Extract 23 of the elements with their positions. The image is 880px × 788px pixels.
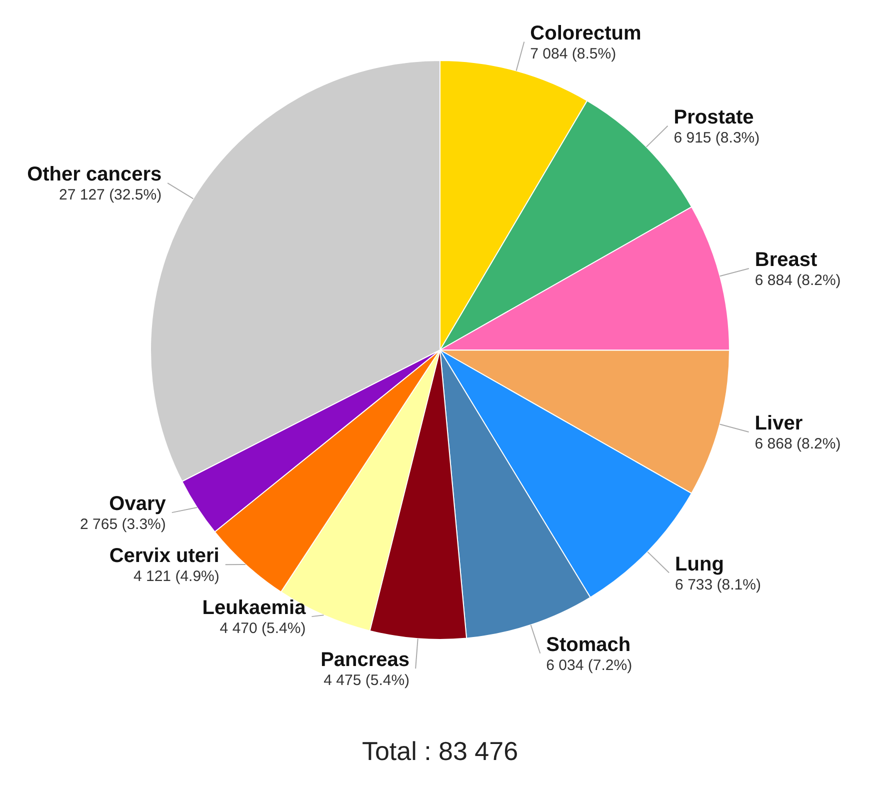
slice-label: Stomach xyxy=(546,634,631,656)
data-label: 6 733 (8.1%) xyxy=(675,576,761,594)
text: Total : 83 476 xyxy=(360,736,520,767)
data-label: 4 470 (5.4%) xyxy=(220,620,306,638)
slice-label: Other cancers xyxy=(27,164,162,186)
data-label: 4 121 (4.9%) xyxy=(133,568,220,586)
data-label: 6 868 (8.2%) xyxy=(754,436,841,453)
slice-label: Cervix uteri xyxy=(109,545,220,568)
slice-label: Breast xyxy=(754,248,818,271)
data-label: 6 884 (8.2%) xyxy=(754,272,841,290)
data-label: 7 084 (8.5%) xyxy=(530,45,616,62)
data-label: 6 034 (7.2%) xyxy=(546,657,632,674)
slice-label: Leukaemia xyxy=(202,597,307,620)
slice-label: Prostate xyxy=(674,106,754,128)
slice-label: Colorectum xyxy=(530,22,642,44)
slice-label: Liver xyxy=(754,412,803,435)
data-label: 27 127 (32.5%) xyxy=(59,186,162,204)
slice-label: Ovary xyxy=(109,493,167,516)
slice-label: Lung xyxy=(675,553,724,576)
data-label: 6 915 (8.3%) xyxy=(674,130,760,147)
data-label: 2 765 (3.3%) xyxy=(80,516,166,534)
slice-label: Pancreas xyxy=(320,649,410,672)
data-label: 4 475 (5.4%) xyxy=(324,672,410,690)
